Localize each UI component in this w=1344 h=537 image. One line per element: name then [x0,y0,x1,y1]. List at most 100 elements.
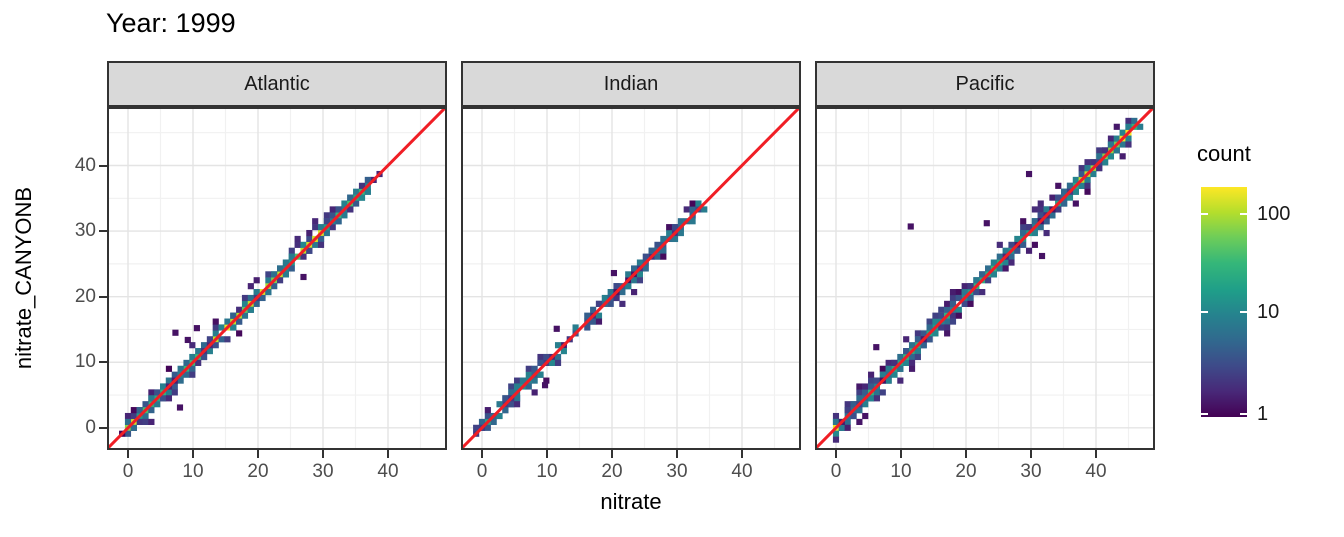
y-tick-label: 30 [74,220,96,242]
count-bin [1043,229,1050,237]
count-bin [189,353,196,361]
y-tick-mark [99,426,107,429]
count-bin [288,247,295,254]
count-bin [873,377,881,384]
count-bin [525,383,532,390]
x-tick-label: 30 [1020,461,1042,482]
facet-panel-pacific [813,105,1156,451]
count-bin [879,371,886,378]
count-bin [1061,200,1068,207]
count-bin [856,407,863,414]
count-bin [136,418,143,426]
count-bin [631,277,638,284]
count-bin [967,283,974,290]
y-tick-mark [99,164,107,167]
count-bin [932,330,939,337]
count-bin [358,182,366,189]
facet-strip-atlantic: Atlantic [107,61,447,107]
count-bin [897,365,904,372]
plot-title: Year: 1999 [106,8,236,38]
count-bin [979,271,986,278]
count-bin [1125,123,1132,130]
y-tick-mark [99,295,107,298]
count-bin [1137,123,1144,130]
count-bin [177,365,184,372]
count-bin [613,294,620,302]
y-tick-mark [99,361,107,364]
count-bin [1131,117,1138,124]
count-bin [677,218,684,225]
count-bin [949,318,957,325]
count-bin [195,359,202,366]
count-bin [247,283,254,290]
count-bin [206,348,213,355]
count-bin [496,412,503,420]
count-bin [983,220,990,227]
count-bin [619,300,626,307]
count-bin [955,294,962,302]
y-tick-label: 10 [74,351,96,373]
x-tick-label: 0 [830,461,842,482]
count-bin [973,289,980,296]
count-bin [1090,170,1097,178]
panel-border [461,107,801,450]
count-bin [1037,212,1044,219]
count-bin [938,312,945,319]
legend-tick-label-1: 1 [1257,403,1269,425]
count-bin [142,418,149,426]
count-bin [1125,117,1132,124]
count-bin [554,342,562,349]
count-bin [206,336,213,343]
panel-border [107,107,447,450]
count-bin [183,371,190,378]
count-bin [920,342,927,349]
x-tick-mark [675,450,678,458]
count-bin [636,259,644,266]
count-bin [932,318,939,325]
count-bin [654,253,661,260]
x-tick-mark [1094,450,1097,458]
count-bin [897,377,904,384]
count-bin [130,412,137,420]
count-bin [625,271,632,278]
count-bin [1043,206,1050,213]
count-bin [508,383,515,390]
count-bin [926,318,933,325]
count-bin [832,412,840,420]
colorbar-tick [1240,311,1247,313]
count-bin [212,330,219,337]
x-tick-mark [386,450,389,458]
count-bin [124,430,132,437]
count-bin [932,312,939,319]
count-bin [601,294,608,302]
count-bin [490,418,497,426]
count-bin [1102,147,1109,154]
count-bin [554,353,562,361]
count-bin [1107,153,1115,160]
count-bin [1096,147,1103,154]
count-bin [177,377,184,384]
count-bin [306,247,313,254]
count-bin [525,365,532,372]
count-bin [271,271,278,278]
count-bin [1055,194,1062,201]
count-bin [312,218,319,225]
count-bin [312,224,319,231]
count-bin [838,424,845,431]
x-tick-label: 30 [666,461,688,482]
count-bin [154,389,161,396]
count-bin [850,401,857,408]
count-bin [130,407,137,414]
count-bin [926,336,933,343]
count-bin [323,229,330,237]
y-axis-title: nitrate_CANYONB [11,186,36,370]
count-bin [666,229,673,237]
count-bin [553,325,560,332]
count-bin [341,200,348,207]
count-bin [148,395,155,402]
count-bin [1072,200,1079,207]
count-bin [195,348,202,355]
count-bin [288,265,295,272]
count-bin [165,365,173,372]
count-bin [236,318,243,325]
